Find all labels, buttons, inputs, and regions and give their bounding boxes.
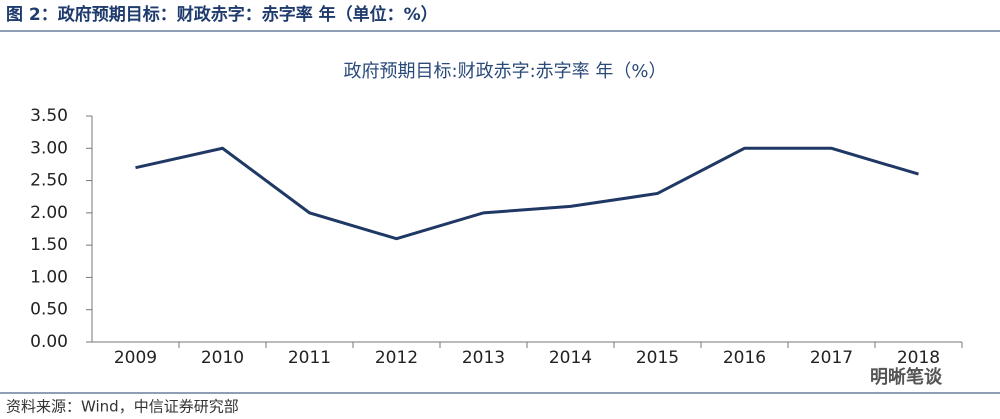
y-tick-label: 2.00 xyxy=(30,203,68,223)
x-tick-label: 2010 xyxy=(201,348,244,368)
y-tick-label: 1.00 xyxy=(30,267,68,287)
x-tick-label: 2015 xyxy=(636,348,679,368)
y-tick-label: 3.00 xyxy=(30,138,68,158)
y-tick-label: 0.00 xyxy=(30,332,68,352)
series-line xyxy=(135,146,919,241)
y-tick-label: 0.50 xyxy=(30,300,68,320)
x-tick-label: 2017 xyxy=(810,348,853,368)
y-tick-label: 2.50 xyxy=(30,171,68,191)
x-tick-label: 2013 xyxy=(462,348,505,368)
x-tick-label: 2014 xyxy=(549,348,592,368)
x-tick-label: 2009 xyxy=(114,348,157,368)
x-tick-label: 2011 xyxy=(288,348,331,368)
header-title: 图 2：政府预期目标：财政赤字：赤字率 年（单位：%） xyxy=(6,4,438,25)
source: 资料来源：Wind，中信证券研究部 xyxy=(6,398,239,416)
y-tick-label: 1.50 xyxy=(30,235,68,255)
chart-title: 政府预期目标:财政赤字:赤字率 年（%） xyxy=(344,61,667,82)
x-tick-label: 2012 xyxy=(375,348,418,368)
x-tick-label: 2016 xyxy=(723,348,766,368)
y-tick-label: 3.50 xyxy=(30,106,68,126)
watermark: 明晰笔谈 xyxy=(870,366,943,388)
x-tick-label: 2018 xyxy=(897,348,940,368)
